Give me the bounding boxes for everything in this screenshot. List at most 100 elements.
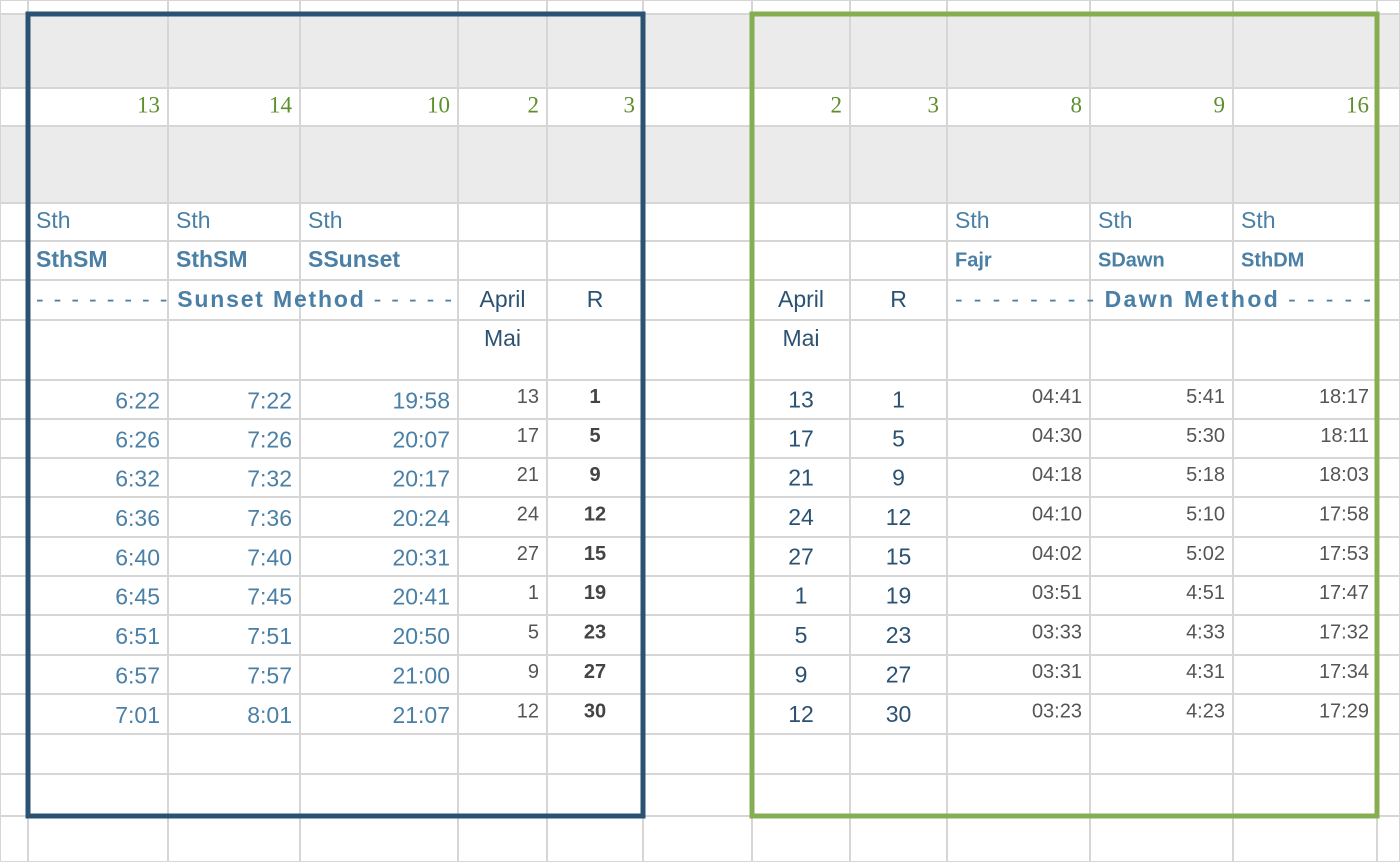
- cell-text: 17:29: [1319, 700, 1369, 722]
- cell-text: 7:22: [247, 388, 292, 414]
- cell-text: 21:00: [392, 663, 450, 689]
- cell-text: 20:17: [392, 466, 450, 492]
- cell-text: 6:57: [115, 663, 160, 689]
- method-lead: - - - - - - - -: [955, 286, 1094, 312]
- cell-text: 1: [589, 386, 600, 408]
- cell-text: April: [479, 286, 525, 312]
- cell-text: 5: [795, 622, 808, 648]
- cell-text: 9: [589, 464, 600, 486]
- method-label: - - - - - - - - Dawn Method - - - - -: [955, 286, 1371, 312]
- cell-text: 5:41: [1186, 386, 1225, 408]
- method-trail: - - - - -: [1288, 286, 1371, 312]
- cell-text: Sth: [176, 207, 211, 233]
- cell-text: 13: [517, 386, 539, 408]
- cell-text: 9: [795, 662, 808, 688]
- cell-text: 7:26: [247, 427, 292, 453]
- cell-text: 14: [269, 92, 293, 117]
- cell-text: 12: [517, 700, 539, 722]
- cell-text: SDawn: [1098, 249, 1165, 271]
- cell-text: 20:24: [392, 505, 450, 531]
- cell-text: Sth: [36, 207, 71, 233]
- cell-text: 23: [886, 622, 912, 648]
- cell-text: Mai: [484, 325, 521, 351]
- cell-text: 6:45: [115, 584, 160, 610]
- cell-text: 3: [624, 92, 636, 117]
- cell-text: 13: [137, 92, 160, 117]
- cell-text: 03:23: [1032, 700, 1082, 722]
- cell-text: April: [778, 286, 824, 312]
- cell-text: 7:40: [247, 545, 292, 571]
- cell-text: 8: [1071, 92, 1083, 117]
- cell-text: 2: [528, 92, 540, 117]
- cell-text: 5:18: [1186, 464, 1225, 486]
- cell-text: 15: [584, 543, 606, 565]
- cell-text: 6:22: [115, 388, 160, 414]
- cell-text: Sth: [1098, 207, 1133, 233]
- cell-text: SSunset: [308, 246, 400, 272]
- cell-text: 7:57: [247, 663, 292, 689]
- cell-text: SthDM: [1241, 249, 1304, 271]
- cell-text: 03:33: [1032, 621, 1082, 643]
- cell-text: 04:18: [1032, 464, 1082, 486]
- cell-text: 23: [584, 621, 606, 643]
- cell-text: 7:32: [247, 466, 292, 492]
- cell-text: 17: [788, 426, 814, 452]
- method-title: Sunset Method: [177, 286, 364, 312]
- cell-text: 27: [886, 662, 912, 688]
- gray-row: [0, 126, 1400, 203]
- cell-text: 8:01: [247, 702, 292, 728]
- cell-text: 17:53: [1319, 543, 1369, 565]
- cell-text: 30: [886, 701, 912, 727]
- cell-text: 19: [886, 583, 912, 609]
- cell-text: 5:30: [1186, 425, 1225, 447]
- cell-text: Sth: [1241, 207, 1276, 233]
- gray-row: [0, 14, 1400, 88]
- cell-text: 10: [427, 92, 450, 117]
- cell-text: 6:40: [115, 545, 160, 571]
- cell-text: 24: [788, 504, 814, 530]
- cell-text: 17: [517, 425, 539, 447]
- cell-text: 16: [1346, 92, 1369, 117]
- cell-text: 3: [928, 92, 940, 117]
- cell-text: 4:23: [1186, 700, 1225, 722]
- cell-text: R: [587, 286, 604, 312]
- cell-text: SthSM: [36, 246, 108, 272]
- cell-text: 12: [584, 503, 606, 525]
- cell-text: 2: [831, 92, 843, 117]
- cell-text: 5: [528, 621, 539, 643]
- cell-text: 7:36: [247, 505, 292, 531]
- cell-text: 04:30: [1032, 425, 1082, 447]
- cell-text: 6:51: [115, 623, 160, 649]
- cell-text: 17:47: [1319, 582, 1369, 604]
- cell-text: 20:50: [392, 623, 450, 649]
- cell-text: 4:51: [1186, 582, 1225, 604]
- cell-text: 04:10: [1032, 503, 1082, 525]
- cell-text: 7:45: [247, 584, 292, 610]
- cell-text: 5:10: [1186, 503, 1225, 525]
- cell-text: 6:32: [115, 466, 160, 492]
- cell-text: 1: [892, 387, 905, 413]
- method-lead: - - - - - - - -: [36, 286, 167, 312]
- cell-text: 13: [788, 387, 814, 413]
- cell-text: 9: [528, 661, 539, 683]
- cell-text: 03:51: [1032, 582, 1082, 604]
- cell-text: 7:01: [115, 702, 160, 728]
- cell-text: 6:36: [115, 505, 160, 531]
- cell-text: 5: [589, 425, 600, 447]
- cell-text: 17:34: [1319, 661, 1369, 683]
- cell-text: 19:58: [392, 388, 450, 414]
- cell-text: 7:51: [247, 623, 292, 649]
- cell-text: 20:07: [392, 427, 450, 453]
- cell-text: 17:32: [1319, 621, 1369, 643]
- cell-text: 18:03: [1319, 464, 1369, 486]
- cell-text: 27: [584, 661, 606, 683]
- cell-text: 27: [788, 544, 814, 570]
- cell-text: 5: [892, 426, 905, 452]
- cell-text: 6:26: [115, 427, 160, 453]
- cell-text: 9: [892, 465, 905, 491]
- cell-text: 4:31: [1186, 661, 1225, 683]
